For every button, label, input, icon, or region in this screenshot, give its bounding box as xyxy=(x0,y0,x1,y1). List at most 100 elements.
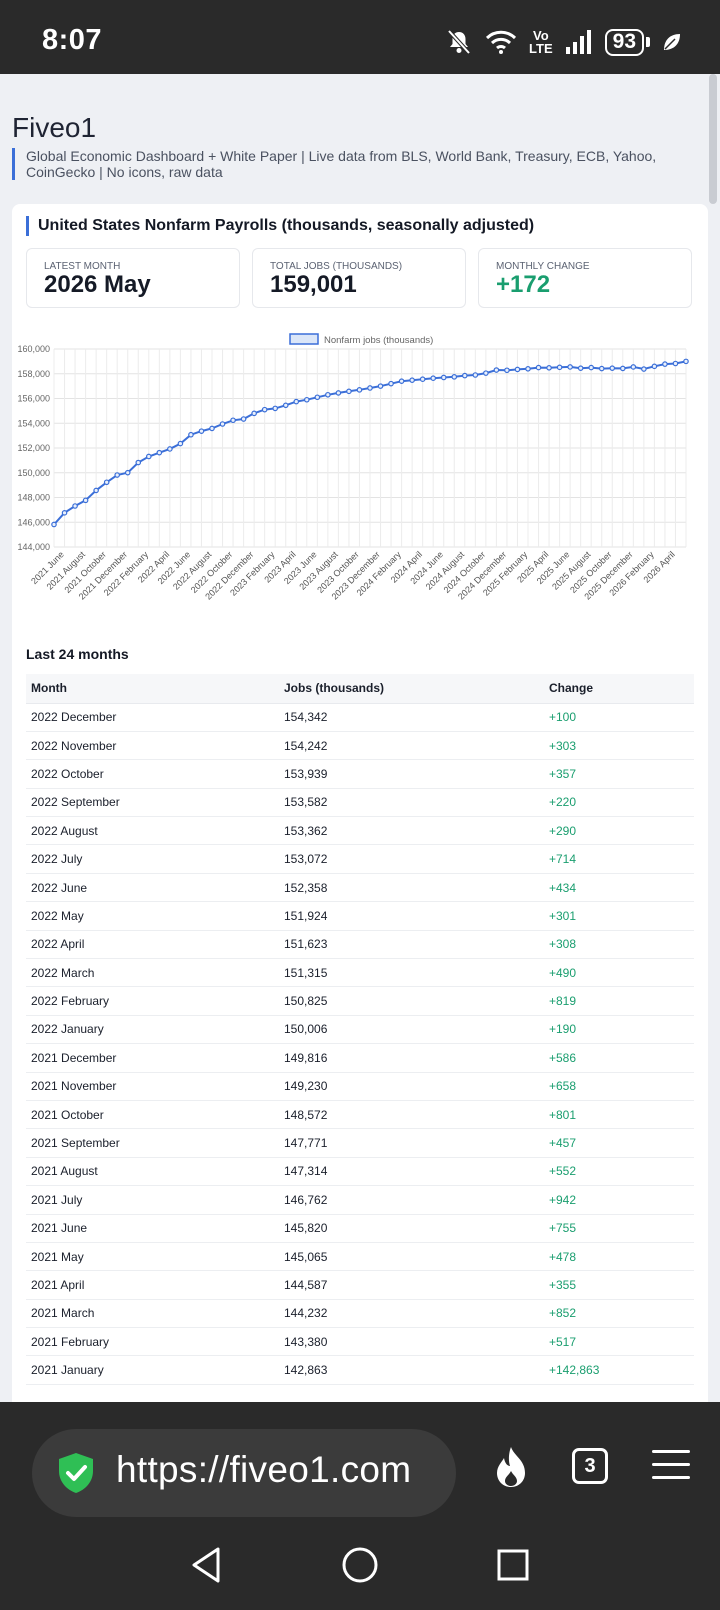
url-text[interactable]: https://fiveo1.com xyxy=(116,1449,412,1490)
secure-shield-icon xyxy=(59,1453,93,1493)
cell-jobs: 145,820 xyxy=(279,1214,544,1243)
y-tick-label: 144,000 xyxy=(17,542,50,552)
stat-label: TOTAL JOBS (THOUSANDS) xyxy=(270,261,403,272)
cell-change: +220 xyxy=(544,788,694,818)
cell-month: 2021 October xyxy=(26,1100,279,1130)
table-row: 2022 April 151,623 +308 xyxy=(26,930,694,960)
data-point xyxy=(546,365,552,371)
data-point xyxy=(398,378,405,384)
data-point xyxy=(261,406,268,413)
stat-value: 2026 May xyxy=(44,271,151,298)
data-point xyxy=(82,497,89,504)
cell-change: +586 xyxy=(544,1043,694,1073)
table-row: 2021 March 144,232 +852 xyxy=(26,1299,694,1329)
battery-level: 93 xyxy=(604,28,644,56)
table-title: Last 24 months xyxy=(26,646,129,662)
y-tick-label: 146,000 xyxy=(17,517,50,527)
line-chart: Nonfarm jobs (thousands) 160,000 158,000 15… xyxy=(17,333,689,602)
y-tick-label: 160,000 xyxy=(17,344,50,354)
cell-change: +301 xyxy=(544,901,694,931)
data-point xyxy=(230,417,236,424)
cell-change: +290 xyxy=(544,816,694,846)
cell-change: +942 xyxy=(544,1185,694,1215)
table-row: 2022 February 150,825 +819 xyxy=(26,986,694,1016)
cell-month: 2022 September xyxy=(26,788,279,818)
home-icon[interactable] xyxy=(341,1545,379,1585)
table-row: 2021 August 147,314 +552 xyxy=(26,1157,694,1187)
jobs-table: Month Jobs (thousands) Change 2022 Decem… xyxy=(26,674,694,1385)
menu-icon[interactable] xyxy=(652,1449,690,1481)
payrolls-chart: Nonfarm jobs (thousands) 160,000 158,000 15… xyxy=(12,332,708,622)
cell-change: +190 xyxy=(544,1015,694,1045)
cell-jobs: 142,863 xyxy=(279,1355,544,1385)
y-tick-label: 148,000 xyxy=(17,493,50,503)
stat-value: +172 xyxy=(496,271,551,298)
data-point xyxy=(641,366,647,372)
cell-month: 2022 May xyxy=(26,901,279,931)
cell-change: +434 xyxy=(544,873,694,903)
cell-jobs: 150,825 xyxy=(279,986,544,1016)
cell-month: 2021 February xyxy=(26,1327,279,1357)
cell-change: +100 xyxy=(544,703,694,732)
cell-jobs: 153,362 xyxy=(279,816,544,846)
table-row: 2021 October 148,572 +801 xyxy=(26,1100,694,1130)
data-point xyxy=(683,358,689,365)
table-row: 2022 January 150,006 +190 xyxy=(26,1015,694,1045)
recents-icon[interactable] xyxy=(495,1545,531,1585)
data-point xyxy=(619,365,626,372)
table-row: 2022 March 151,315 +490 xyxy=(26,958,694,988)
data-point xyxy=(356,387,363,393)
data-point xyxy=(209,425,215,432)
table-row: 2022 August 153,362 +290 xyxy=(26,816,694,846)
legend-label: Nonfarm jobs (thousands) xyxy=(324,335,433,346)
cell-jobs: 144,587 xyxy=(279,1270,544,1300)
mute-bell-icon xyxy=(447,29,471,55)
cell-jobs: 153,939 xyxy=(279,759,544,789)
page-viewport[interactable]: Fiveo1 Global Economic Dashboard + White… xyxy=(0,74,720,1402)
y-tick-label: 150,000 xyxy=(17,468,50,478)
cell-change: +142,863 xyxy=(544,1355,694,1385)
cell-jobs: 143,380 xyxy=(279,1327,544,1357)
back-icon[interactable] xyxy=(188,1545,224,1585)
cell-change: +517 xyxy=(544,1327,694,1357)
cell-change: +819 xyxy=(544,986,694,1016)
cell-month: 2022 April xyxy=(26,930,279,960)
data-point xyxy=(146,453,152,460)
flame-icon[interactable] xyxy=(492,1446,530,1488)
cell-jobs: 152,358 xyxy=(279,873,544,903)
cell-jobs: 151,924 xyxy=(279,901,544,931)
cell-month: 2022 June xyxy=(26,873,279,903)
data-point xyxy=(662,361,668,367)
data-point xyxy=(314,394,321,401)
header-change: Change xyxy=(544,674,694,704)
system-nav-bar xyxy=(0,1520,720,1610)
table-row: 2022 July 153,072 +714 xyxy=(26,844,694,874)
data-point xyxy=(282,402,289,409)
table-row: 2021 September 147,771 +457 xyxy=(26,1128,694,1158)
cell-month: 2022 October xyxy=(26,759,279,789)
site-title: Fiveo1 xyxy=(12,112,97,143)
data-point xyxy=(630,364,637,370)
data-point xyxy=(514,366,521,373)
cell-change: +714 xyxy=(544,844,694,874)
address-bar[interactable]: https://fiveo1.com xyxy=(32,1429,456,1517)
signal-icon xyxy=(565,30,591,54)
leaf-icon xyxy=(664,34,680,50)
data-point xyxy=(335,390,342,396)
table-row: 2022 September 153,582 +220 xyxy=(26,788,694,818)
cell-jobs: 151,623 xyxy=(279,930,544,960)
data-point xyxy=(440,374,447,381)
page-scrollbar[interactable] xyxy=(709,74,717,204)
data-point xyxy=(409,377,415,383)
cell-change: +658 xyxy=(544,1072,694,1101)
cell-month: 2022 July xyxy=(26,844,279,874)
cell-change: +801 xyxy=(544,1100,694,1130)
stat-label: LATEST MONTH xyxy=(44,261,121,272)
data-point xyxy=(156,449,163,456)
data-point xyxy=(188,431,194,438)
card-title: United States Nonfarm Payrolls (thousand… xyxy=(26,216,534,236)
data-point xyxy=(419,376,426,382)
wifi-icon xyxy=(485,30,517,54)
tabs-count-button[interactable]: 3 xyxy=(572,1448,608,1484)
table-row: 2021 February 143,380 +517 xyxy=(26,1327,694,1357)
